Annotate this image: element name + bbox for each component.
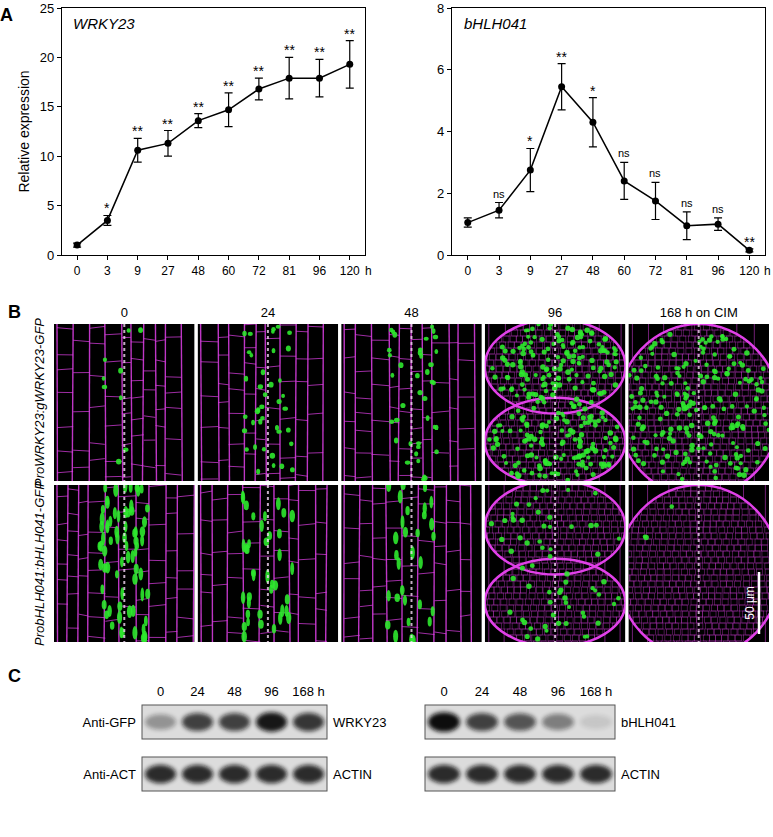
svg-text:81: 81 — [282, 264, 296, 278]
svg-text:0: 0 — [464, 264, 471, 278]
svg-text:60: 60 — [222, 264, 236, 278]
svg-text:9: 9 — [527, 264, 534, 278]
svg-text:0: 0 — [121, 305, 128, 320]
svg-text:72: 72 — [252, 264, 266, 278]
svg-text:50 μm: 50 μm — [743, 586, 757, 620]
svg-text:168 h on CIM: 168 h on CIM — [660, 305, 738, 320]
svg-text:**: ** — [162, 116, 173, 132]
svg-text:**: ** — [193, 99, 204, 115]
svg-text:**: ** — [556, 49, 567, 65]
svg-text:168 h: 168 h — [292, 684, 325, 699]
svg-text:ns: ns — [712, 203, 724, 215]
svg-text:h: h — [365, 264, 372, 278]
svg-text:3: 3 — [104, 264, 111, 278]
svg-text:ns: ns — [649, 167, 661, 179]
svg-text:2: 2 — [437, 186, 444, 201]
svg-text:6: 6 — [437, 62, 444, 77]
svg-text:48: 48 — [586, 264, 600, 278]
svg-text:0: 0 — [437, 248, 444, 263]
svg-text:WRKY23: WRKY23 — [333, 715, 386, 730]
svg-text:9: 9 — [134, 264, 141, 278]
svg-text:168 h: 168 h — [580, 684, 613, 699]
svg-text:72: 72 — [649, 264, 663, 278]
svg-text:24: 24 — [475, 684, 489, 699]
svg-text:0: 0 — [440, 684, 447, 699]
svg-text:WRKY23: WRKY23 — [73, 15, 135, 32]
svg-text:ns: ns — [618, 147, 630, 159]
svg-text:A: A — [0, 5, 13, 25]
svg-text:**: ** — [253, 63, 264, 79]
svg-text:0: 0 — [74, 264, 81, 278]
svg-text:20: 20 — [40, 50, 54, 65]
svg-text:60: 60 — [618, 264, 632, 278]
svg-text:Anti-GFP: Anti-GFP — [83, 715, 136, 730]
svg-text:25: 25 — [40, 1, 54, 16]
svg-text:81: 81 — [680, 264, 694, 278]
svg-text:*: * — [590, 83, 596, 99]
svg-text:96: 96 — [548, 305, 562, 320]
svg-text:3: 3 — [496, 264, 503, 278]
svg-text:**: ** — [132, 123, 143, 139]
svg-text:*: * — [104, 200, 110, 216]
svg-text:bHLH041: bHLH041 — [621, 715, 676, 730]
svg-text:**: ** — [344, 26, 355, 42]
svg-text:Anti-ACT: Anti-ACT — [83, 767, 136, 782]
svg-text:ACTIN: ACTIN — [333, 767, 372, 782]
svg-text:**: ** — [223, 78, 234, 94]
svg-text:**: ** — [744, 234, 755, 250]
svg-text:**: ** — [314, 44, 325, 60]
svg-text:ns: ns — [681, 197, 693, 209]
svg-text:*: * — [527, 133, 533, 149]
svg-text:bHLH041: bHLH041 — [464, 15, 527, 32]
svg-text:**: ** — [284, 42, 295, 58]
svg-text:48: 48 — [513, 684, 527, 699]
svg-text:96: 96 — [711, 264, 725, 278]
svg-text:C: C — [8, 666, 21, 686]
svg-text:24: 24 — [261, 305, 275, 320]
svg-text:4: 4 — [437, 124, 444, 139]
svg-text:120: 120 — [340, 264, 360, 278]
svg-text:96: 96 — [313, 264, 327, 278]
svg-text:ACTIN: ACTIN — [621, 767, 660, 782]
svg-text:Relative expression: Relative expression — [16, 70, 32, 192]
svg-text:ProWRKY23:gWRKY23-GFP: ProWRKY23:gWRKY23-GFP — [32, 318, 47, 487]
svg-text:0: 0 — [157, 684, 164, 699]
svg-text:24: 24 — [190, 684, 204, 699]
svg-text:96: 96 — [551, 684, 565, 699]
svg-text:8: 8 — [437, 1, 444, 16]
svg-text:ProbHLH041:bHLH041-GFP: ProbHLH041:bHLH041-GFP — [32, 481, 47, 646]
svg-text:5: 5 — [47, 198, 54, 213]
svg-text:h: h — [764, 264, 771, 278]
svg-text:B: B — [8, 302, 21, 322]
svg-text:15: 15 — [40, 99, 54, 114]
svg-text:48: 48 — [404, 305, 418, 320]
svg-text:10: 10 — [40, 149, 54, 164]
svg-text:48: 48 — [192, 264, 206, 278]
svg-text:120: 120 — [739, 264, 759, 278]
svg-text:48: 48 — [227, 684, 241, 699]
svg-text:27: 27 — [555, 264, 569, 278]
svg-text:ns: ns — [493, 188, 505, 200]
svg-text:96: 96 — [264, 684, 278, 699]
svg-text:0: 0 — [47, 248, 54, 263]
svg-text:27: 27 — [161, 264, 175, 278]
